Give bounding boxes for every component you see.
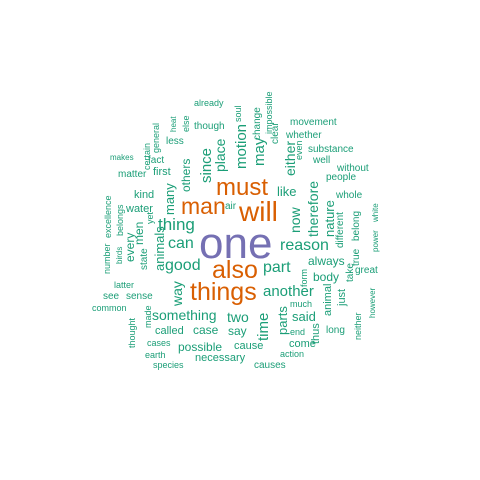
cloud-word: thought	[127, 317, 137, 348]
cloud-word: soul	[233, 105, 243, 122]
cloud-word: sense	[126, 291, 153, 302]
cloud-word: men	[132, 221, 146, 245]
cloud-word: heat	[169, 116, 178, 132]
cloud-word: animal	[322, 283, 334, 316]
cloud-word: now	[287, 207, 303, 233]
cloud-word: substance	[308, 144, 354, 155]
cloud-word: made	[143, 305, 153, 328]
cloud-word: matter	[118, 169, 147, 180]
cloud-word: neither	[353, 312, 363, 340]
cloud-word: movement	[290, 117, 337, 128]
cloud-word: belongs	[115, 204, 125, 236]
cloud-word: like	[277, 184, 297, 199]
cloud-word: form	[299, 269, 309, 287]
cloud-word: may	[251, 137, 268, 166]
cloud-word: another	[263, 283, 314, 300]
cloud-word: animals	[152, 226, 167, 271]
cloud-word: body	[313, 270, 340, 284]
cloud-word: yet	[145, 211, 155, 224]
cloud-word: fact	[148, 155, 165, 166]
cloud-word: things	[190, 278, 257, 306]
cloud-word: else	[181, 115, 191, 132]
cloud-word: even	[294, 140, 304, 160]
cloud-word: thus	[310, 323, 322, 344]
cloud-word: white	[371, 203, 380, 222]
cloud-word: whole	[336, 190, 363, 201]
cloud-word: different	[335, 212, 346, 248]
cloud-word: take	[345, 263, 356, 282]
cloud-word: cases	[147, 338, 171, 348]
cloud-word: always	[308, 254, 345, 268]
cloud-word: number	[102, 243, 112, 274]
cloud-word: certain	[142, 142, 152, 170]
cloud-word: end	[290, 327, 306, 337]
cloud-word: parts	[275, 306, 290, 335]
cloud-word: causes	[254, 360, 286, 371]
cloud-word: just	[336, 288, 348, 306]
cloud-word: also	[212, 256, 258, 284]
cloud-word: without	[337, 163, 369, 174]
cloud-word: time	[255, 312, 272, 341]
cloud-word: much	[290, 299, 313, 309]
cloud-word: many	[162, 183, 177, 215]
cloud-word: birds	[115, 246, 124, 264]
cloud-word: must	[216, 174, 269, 201]
cloud-word: though	[194, 121, 225, 132]
cloud-word: motion	[233, 123, 250, 169]
cloud-word: people	[326, 172, 357, 183]
cloud-word: something	[152, 307, 217, 323]
cloud-word: earth	[145, 350, 166, 360]
cloud-word: cause	[234, 340, 264, 352]
cloud-word: will	[239, 196, 278, 227]
cloud-word: however	[368, 287, 377, 318]
cloud-word: called	[155, 325, 184, 337]
cloud-word: way	[169, 281, 185, 306]
cloud-word: kind	[134, 189, 155, 201]
cloud-word: say	[228, 324, 247, 338]
cloud-word: can	[168, 235, 194, 252]
cloud-word: less	[166, 136, 184, 147]
cloud-word: place	[212, 138, 228, 172]
cloud-word: latter	[114, 280, 135, 290]
cloud-word: see	[103, 291, 120, 302]
cloud-word: excellence	[103, 195, 113, 238]
cloud-word: belong	[351, 210, 362, 241]
cloud-word: air	[225, 201, 237, 212]
cloud-word: man	[181, 193, 226, 219]
cloud-word: case	[193, 323, 219, 337]
cloud-word: first	[153, 166, 171, 178]
cloud-word: change	[252, 107, 263, 140]
cloud-word: general	[151, 122, 161, 153]
cloud-word: reason	[280, 237, 329, 254]
cloud-word: action	[280, 349, 305, 359]
cloud-word: good	[165, 257, 201, 274]
cloud-word: state	[139, 248, 150, 270]
cloud-word: long	[326, 325, 345, 336]
cloud-word: said	[292, 309, 316, 324]
cloud-word: makes	[110, 153, 134, 162]
cloud-word: common	[92, 303, 127, 313]
cloud-word: part	[263, 259, 291, 276]
cloud-word: possible	[178, 340, 223, 354]
cloud-word: well	[313, 155, 331, 166]
cloud-word: great	[355, 265, 378, 276]
cloud-word: others	[179, 158, 193, 192]
cloud-word: therefore	[305, 180, 321, 237]
cloud-word: water	[126, 203, 153, 215]
cloud-word: come	[289, 338, 316, 350]
cloud-word: one	[199, 219, 273, 268]
cloud-word: whether	[286, 130, 322, 141]
cloud-word: already	[194, 98, 224, 108]
cloud-word: necessary	[195, 352, 246, 364]
cloud-word: species	[153, 360, 184, 370]
cloud-word: two	[227, 309, 249, 325]
cloud-word: power	[371, 230, 380, 252]
cloud-word: impossible	[264, 91, 274, 134]
cloud-word: thing	[158, 215, 195, 234]
